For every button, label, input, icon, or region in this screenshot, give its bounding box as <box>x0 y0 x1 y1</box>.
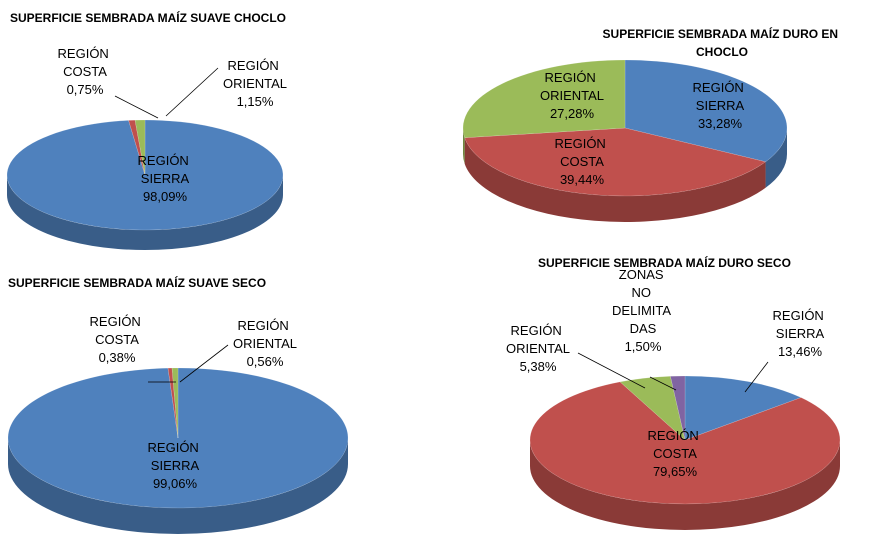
slice-value: 33,28% <box>698 116 743 131</box>
slice-label: REGIÓN COSTA <box>648 428 703 461</box>
slice-label: REGIÓN SIERRA <box>138 153 193 186</box>
pie-side <box>765 128 787 188</box>
pie-slice <box>462 59 626 138</box>
leader-line <box>649 376 677 391</box>
slice-value: 39,44% <box>560 172 605 187</box>
slice-value: 99,06% <box>153 476 198 491</box>
pie-side <box>464 137 766 222</box>
slice-label: REGIÓN COSTA <box>58 46 113 79</box>
slice-label: REGIÓN ORIENTAL <box>506 323 570 356</box>
pie-slice <box>167 367 179 439</box>
pie-chart: SUPERFICIE SEMBRADA MAÍZ DURO EN CHOCLO R… <box>462 26 842 222</box>
slice-value: 13,46% <box>778 344 823 359</box>
slice-label: REGIÓN ORIENTAL <box>233 318 297 351</box>
pie-slice <box>670 375 686 441</box>
slice-value: 0,38% <box>99 350 136 365</box>
pie-slice <box>6 119 284 231</box>
slice-value: 1,15% <box>237 94 274 109</box>
pie-slice <box>684 375 802 441</box>
chart-title: SUPERFICIE SEMBRADA MAÍZ DURO SECO <box>538 255 791 270</box>
pie-slice <box>464 127 767 197</box>
leader-line <box>165 67 219 117</box>
slice-value: 0,75% <box>67 82 104 97</box>
slice-label: REGIÓN ORIENTAL <box>540 70 604 103</box>
slice-label: REGIÓN SIERRA <box>773 308 828 341</box>
slice-label: REGIÓN COSTA <box>555 136 610 169</box>
pie-slice <box>624 59 788 163</box>
pie-slice <box>171 367 179 439</box>
slice-label: REGIÓN SIERRA <box>148 440 203 473</box>
chart-title: SUPERFICIE SEMBRADA MAÍZ SUAVE SECO <box>8 275 266 290</box>
chart-title: SUPERFICIE SEMBRADA MAÍZ DURO EN CHOCLO <box>603 26 842 59</box>
leader-line <box>744 361 769 393</box>
slice-value: 27,28% <box>550 106 595 121</box>
slice-label: REGIÓN SIERRA <box>693 80 748 113</box>
chart-title: SUPERFICIE SEMBRADA MAÍZ SUAVE CHOCLO <box>10 10 286 25</box>
slice-label: REGIÓN ORIENTAL <box>223 58 287 91</box>
pie-slice <box>134 119 146 176</box>
pie-chart: SUPERFICIE SEMBRADA MAÍZ SUAVE SECO REGIÓ… <box>7 275 349 534</box>
pie-slice <box>619 376 686 441</box>
leader-line <box>114 95 159 119</box>
pie-side <box>530 440 840 530</box>
slice-label: ZONAS NO DELIMITA DAS <box>612 267 674 336</box>
slice-label: REGIÓN COSTA <box>90 314 145 347</box>
leader-line <box>577 352 646 389</box>
pie-slice <box>7 367 349 509</box>
pie-side <box>463 128 465 164</box>
slice-value: 0,56% <box>247 354 284 369</box>
slice-value: 79,65% <box>653 464 698 479</box>
slice-value: 5,38% <box>520 359 557 374</box>
pie-chart: SUPERFICIE SEMBRADA MAÍZ SUAVE CHOCLO REG… <box>6 10 287 250</box>
pie-chart: SUPERFICIE SEMBRADA MAÍZ DURO SECO REGIÓN… <box>506 255 841 530</box>
pie-slice <box>529 381 841 505</box>
pie-side <box>8 438 348 534</box>
pie-side <box>7 175 283 250</box>
slice-value: 1,50% <box>625 339 662 354</box>
pie-slice <box>128 119 146 176</box>
slice-value: 98,09% <box>143 189 188 204</box>
leader-line <box>179 344 229 383</box>
